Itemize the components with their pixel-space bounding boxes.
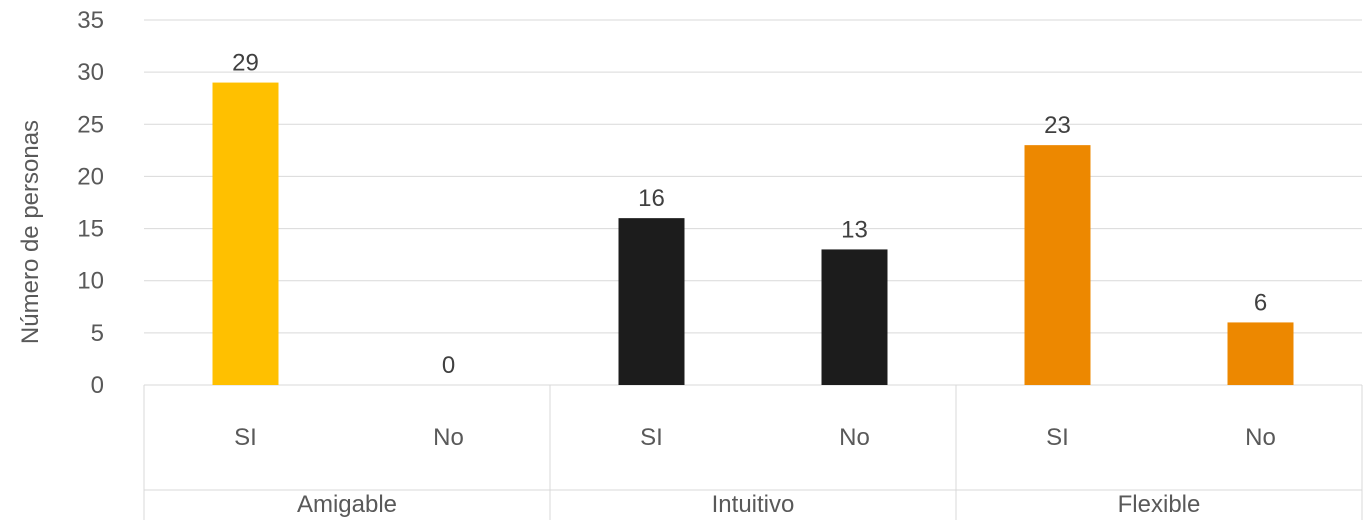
y-tick-label: 0 <box>91 372 104 399</box>
bar <box>618 218 685 385</box>
y-tick-label: 30 <box>77 59 104 86</box>
category-label: No <box>839 424 870 451</box>
data-label: 13 <box>841 216 868 243</box>
category-label: SI <box>640 424 663 451</box>
group-label: Intuitivo <box>712 491 795 518</box>
bar <box>1227 322 1294 385</box>
y-axis-title: Número de personas <box>17 120 44 344</box>
data-label: 6 <box>1254 289 1267 316</box>
bar <box>1024 145 1091 385</box>
y-tick-label: 15 <box>77 216 104 243</box>
y-axis-ticks: 0 5 10 15 20 25 30 35 <box>77 7 104 399</box>
category-label: SI <box>1046 424 1069 451</box>
group-label: Amigable <box>297 491 397 518</box>
y-tick-label: 25 <box>77 111 104 138</box>
y-tick-label: 35 <box>77 7 104 34</box>
data-label: 0 <box>442 352 455 379</box>
y-tick-label: 5 <box>91 320 104 347</box>
data-labels: 29 0 16 13 23 6 <box>232 50 1267 379</box>
category-axis: SI No Amigable SI No Intuitivo SI No Flexible <box>143 384 1363 520</box>
data-label: 23 <box>1044 112 1071 139</box>
data-label: 29 <box>232 50 259 77</box>
category-label: No <box>433 424 464 451</box>
y-tick-label: 10 <box>77 268 104 295</box>
bars <box>212 82 1294 386</box>
group-label: Flexible <box>1118 491 1201 518</box>
gridlines <box>144 19 1362 334</box>
bar <box>212 82 279 386</box>
category-label: SI <box>234 424 257 451</box>
data-label: 16 <box>638 185 665 212</box>
y-tick-label: 20 <box>77 163 104 190</box>
category-label: No <box>1245 424 1276 451</box>
bar <box>821 249 888 385</box>
